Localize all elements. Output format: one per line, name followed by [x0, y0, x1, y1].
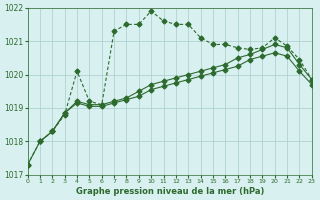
X-axis label: Graphe pression niveau de la mer (hPa): Graphe pression niveau de la mer (hPa)	[76, 187, 264, 196]
